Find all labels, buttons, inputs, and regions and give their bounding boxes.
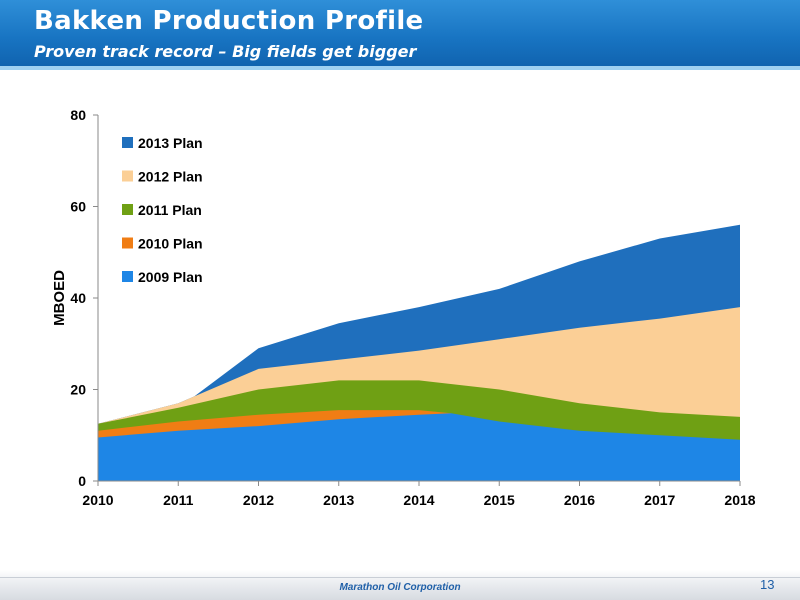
footer-band bbox=[0, 570, 800, 600]
legend-swatch-2009-plan bbox=[122, 271, 133, 282]
page-title: Bakken Production Profile bbox=[34, 6, 424, 36]
legend-swatch-2010-plan bbox=[122, 237, 133, 249]
banner-stripe bbox=[0, 66, 800, 70]
page-number: 13 bbox=[760, 577, 775, 592]
area-2009-plan bbox=[98, 413, 740, 481]
legend-swatch-2011-plan bbox=[122, 204, 133, 215]
y-axis-label: MBOED bbox=[51, 270, 68, 326]
x-tick-label-2017: 2017 bbox=[644, 492, 675, 508]
y-tick-label-80: 80 bbox=[70, 107, 86, 123]
x-tick-label-2011: 2011 bbox=[163, 492, 194, 508]
y-tick-label-0: 0 bbox=[78, 473, 86, 489]
footer-company: Marathon Oil Corporation bbox=[339, 582, 461, 593]
legend-label-2010-plan: 2010 Plan bbox=[138, 236, 203, 252]
y-tick-label-20: 20 bbox=[70, 382, 86, 398]
footer-line bbox=[0, 577, 800, 578]
legend-swatch-2013-plan bbox=[122, 137, 133, 148]
page-subtitle: Proven track record – Big fields get big… bbox=[34, 42, 417, 61]
x-tick-label-2018: 2018 bbox=[724, 492, 755, 508]
x-tick-label-2012: 2012 bbox=[243, 492, 274, 508]
legend-swatch-2012-plan bbox=[122, 170, 133, 182]
legend-label-2011-plan: 2011 Plan bbox=[138, 202, 202, 218]
legend-label-2012-plan: 2012 Plan bbox=[138, 169, 203, 185]
x-tick-label-2013: 2013 bbox=[323, 492, 354, 508]
title-banner bbox=[0, 0, 800, 70]
y-tick-label-60: 60 bbox=[70, 199, 86, 215]
x-tick-label-2010: 2010 bbox=[82, 492, 113, 508]
x-tick-label-2014: 2014 bbox=[403, 492, 434, 508]
legend-label-2013-plan: 2013 Plan bbox=[138, 135, 203, 151]
x-tick-label-2016: 2016 bbox=[564, 492, 595, 508]
legend-label-2009-plan: 2009 Plan bbox=[138, 269, 203, 285]
x-tick-label-2015: 2015 bbox=[484, 492, 515, 508]
y-tick-label-40: 40 bbox=[70, 290, 86, 306]
